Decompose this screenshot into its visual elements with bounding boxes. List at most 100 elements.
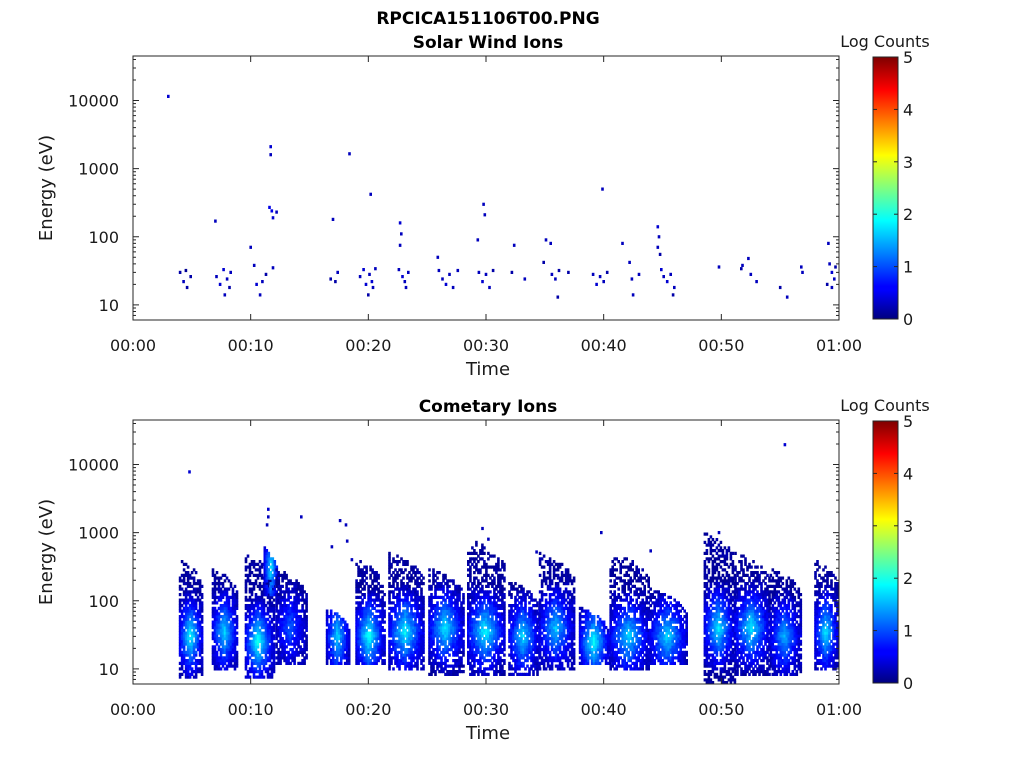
heatmap-cell: [293, 637, 296, 641]
heatmap-cell: [373, 571, 376, 575]
heatmap-cell: [260, 590, 264, 594]
heatmap-cell: [440, 612, 443, 616]
heatmap-cell: [406, 650, 409, 654]
heatmap-cell: [375, 626, 378, 630]
x-tick-label: 00:20: [345, 336, 391, 355]
heatmap-cell: [363, 628, 366, 632]
heatmap-cell: [381, 653, 384, 657]
heatmap-cell: [444, 573, 447, 577]
heatmap-cell: [361, 568, 364, 572]
heatmap-cell: [198, 670, 202, 674]
heatmap-cell: [186, 617, 190, 621]
heatmap-cell: [373, 617, 376, 621]
heatmap-cell: [180, 637, 184, 641]
heatmap-cell: [262, 659, 266, 663]
heatmap-cell: [341, 656, 345, 660]
heatmap-cell: [440, 609, 443, 613]
heatmap-cell: [327, 615, 331, 619]
heatmap-cell: [337, 623, 341, 627]
heatmap-cell: [217, 656, 221, 660]
heatmap-cell: [262, 675, 266, 679]
heatmap-cell: [271, 576, 275, 580]
heatmap-cell: [215, 571, 219, 575]
heatmap-cell: [285, 584, 288, 588]
heatmap-cell: [440, 595, 443, 599]
heatmap-cell: [402, 576, 405, 580]
heatmap-cell: [215, 634, 219, 638]
heatmap-cell: [273, 568, 277, 572]
heatmap-cell: [270, 661, 274, 665]
heatmap-cell: [262, 604, 266, 608]
heatmap-cell: [422, 664, 425, 668]
heatmap-cell: [196, 582, 200, 586]
heatmap-cell: [402, 617, 405, 621]
heatmap-cell: [357, 612, 360, 616]
heatmap-cell: [227, 606, 231, 610]
heatmap-cell: [180, 645, 184, 649]
heatmap-cell: [442, 626, 445, 630]
heatmap-cell: [217, 617, 221, 621]
heatmap-cell: [444, 648, 447, 652]
heatmap-cell: [269, 565, 273, 569]
heatmap-cell: [235, 659, 239, 663]
heatmap-cell: [233, 637, 237, 641]
heatmap-cell: [379, 639, 382, 643]
heatmap-cell: [184, 587, 188, 591]
heatmap-cell: [402, 659, 405, 663]
heatmap-cell: [229, 631, 233, 635]
heatmap-cell: [388, 595, 391, 599]
heatmap-cell: [231, 587, 235, 591]
heatmap-cell: [229, 626, 233, 630]
heatmap-cell: [367, 645, 370, 649]
heatmap-cell: [262, 661, 266, 665]
heatmap-cell: [225, 593, 229, 597]
heatmap-cell: [388, 601, 391, 605]
heatmap-cell: [227, 612, 231, 616]
heatmap-cell: [420, 601, 423, 605]
heatmap-cell: [194, 653, 198, 657]
heatmap-cell: [522, 587, 525, 591]
heatmap-cell: [416, 612, 419, 616]
heatmap-cell: [180, 598, 184, 602]
heatmap-cell: [217, 620, 221, 624]
heatmap-cell: [408, 623, 411, 627]
heatmap-cell: [287, 604, 290, 608]
heatmap-cell: [248, 656, 252, 660]
heatmap-cell: [211, 634, 215, 638]
heatmap-cell: [272, 648, 276, 652]
heatmap-cell: [184, 659, 188, 663]
heatmap-cell: [377, 604, 380, 608]
heatmap-cell: [184, 637, 188, 641]
heatmap-cell: [503, 645, 506, 649]
heatmap-cell: [252, 645, 256, 649]
heatmap-cell: [361, 587, 364, 591]
heatmap-cell: [394, 620, 397, 624]
heatmap-cell: [215, 609, 219, 613]
heatmap-cell: [211, 573, 215, 577]
heatmap-cell: [295, 628, 298, 632]
heatmap-cell: [192, 617, 196, 621]
heatmap-cell: [190, 598, 194, 602]
heatmap-cell: [277, 598, 280, 602]
heatmap-cell: [188, 648, 192, 652]
heatmap-cell: [418, 645, 421, 649]
heatmap-cell: [227, 617, 231, 621]
heatmap-cell: [343, 620, 347, 624]
heatmap-cell: [269, 557, 273, 561]
heatmap-cell: [295, 615, 298, 619]
heatmap-cell: [432, 667, 435, 671]
heatmap-cell: [542, 661, 546, 665]
heatmap-cell: [233, 648, 237, 652]
heatmap-cell: [269, 153, 272, 157]
heatmap-cell: [211, 601, 215, 605]
heatmap-cell: [190, 634, 194, 638]
heatmap-cell: [416, 590, 419, 594]
heatmap-cell: [572, 650, 576, 654]
heatmap-cell: [392, 560, 395, 564]
heatmap-cell: [231, 590, 235, 594]
heatmap-cell: [548, 557, 552, 561]
heatmap-cell: [329, 628, 333, 632]
heatmap-cell: [295, 650, 298, 654]
heatmap-cell: [355, 626, 358, 630]
heatmap-cell: [377, 623, 380, 627]
